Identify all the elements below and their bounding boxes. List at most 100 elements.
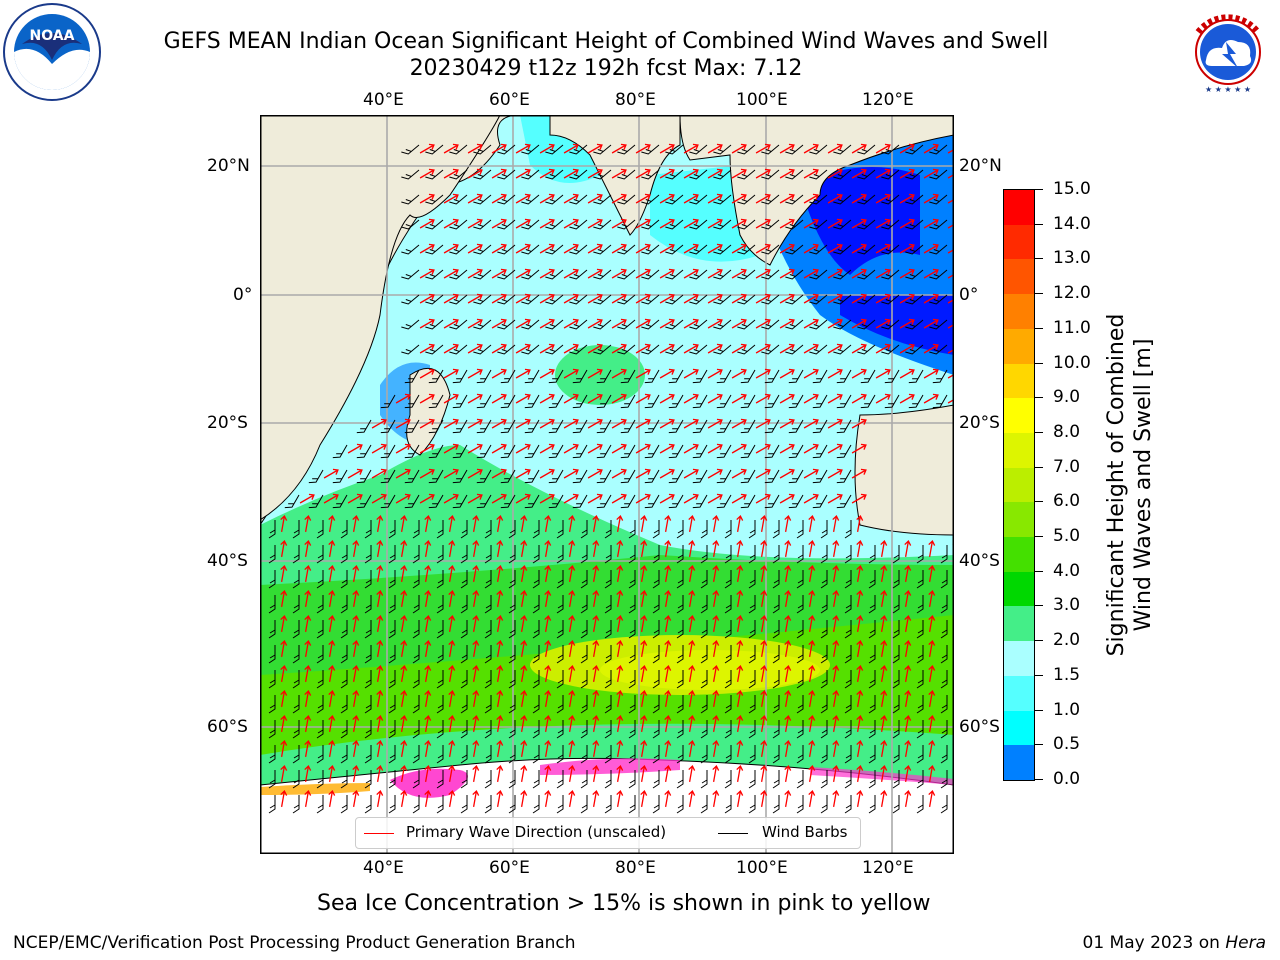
wind-barb bbox=[748, 595, 756, 614]
wind-barb bbox=[508, 520, 516, 539]
wave-arrow bbox=[544, 515, 552, 532]
wave-arrow bbox=[592, 640, 600, 657]
wind-barb bbox=[532, 745, 540, 764]
wave-arrow bbox=[851, 393, 867, 404]
wind-barb bbox=[556, 545, 564, 564]
wind-barb bbox=[641, 244, 660, 255]
wind-barb bbox=[340, 645, 348, 664]
wind-barb bbox=[476, 469, 492, 484]
wave-arrow bbox=[875, 268, 891, 279]
wind-barb bbox=[892, 670, 900, 689]
wind-barb bbox=[569, 219, 588, 230]
wave-arrow bbox=[851, 418, 867, 429]
wind-barb bbox=[388, 720, 396, 739]
wave-arrow bbox=[947, 343, 954, 354]
wind-barb bbox=[644, 369, 660, 384]
wind-barb bbox=[796, 795, 804, 814]
colorbar-tick-mark bbox=[1035, 258, 1043, 260]
wind-barb bbox=[820, 645, 828, 664]
wave-arrow bbox=[731, 193, 747, 204]
wave-arrow bbox=[587, 318, 603, 329]
wind-barb bbox=[593, 144, 612, 155]
wind-barb bbox=[596, 469, 612, 484]
wave-arrow bbox=[904, 790, 912, 807]
wave-arrow bbox=[491, 368, 507, 379]
wave-arrow bbox=[683, 193, 699, 204]
wave-arrow bbox=[539, 343, 555, 354]
wind-barb bbox=[268, 770, 276, 789]
colorbar-tick-label: 10.0 bbox=[1053, 352, 1091, 373]
wind-barb bbox=[700, 670, 708, 689]
wave-arrow bbox=[491, 168, 507, 179]
wave-arrow bbox=[280, 515, 288, 532]
wave-arrow bbox=[856, 590, 864, 607]
wind-barb bbox=[665, 294, 684, 305]
wave-arrow bbox=[856, 740, 864, 757]
wind-barb bbox=[532, 520, 540, 539]
wave-arrow bbox=[760, 715, 768, 732]
wind-barb bbox=[316, 770, 324, 789]
wave-arrow bbox=[472, 740, 480, 757]
wave-arrow bbox=[611, 418, 627, 429]
wave-arrow bbox=[539, 468, 555, 479]
lat-label-left: 20°S bbox=[207, 413, 248, 433]
wave-arrow bbox=[803, 318, 819, 329]
wave-arrow bbox=[611, 218, 627, 229]
wave-arrow bbox=[424, 565, 432, 582]
wave-arrow bbox=[400, 765, 408, 782]
wind-barb bbox=[412, 720, 420, 739]
wave-arrow bbox=[707, 393, 723, 404]
wind-barb bbox=[604, 770, 612, 789]
wind-barb bbox=[521, 219, 540, 230]
wind-barb bbox=[404, 419, 420, 434]
wind-barb bbox=[737, 344, 756, 355]
wind-barb bbox=[796, 670, 804, 689]
wind-barb bbox=[532, 570, 540, 589]
wind-barb bbox=[484, 595, 492, 614]
wave-arrow bbox=[352, 690, 360, 707]
wind-barb bbox=[436, 545, 444, 564]
wave-arrow bbox=[707, 418, 723, 429]
wind-barb bbox=[857, 169, 876, 180]
wind-barb bbox=[556, 595, 564, 614]
wave-arrow bbox=[659, 343, 675, 354]
wind-barb bbox=[593, 244, 612, 255]
wave-arrow bbox=[784, 640, 792, 657]
wind-barb bbox=[772, 695, 780, 714]
wind-barb bbox=[388, 745, 396, 764]
wave-arrow bbox=[611, 468, 627, 479]
wind-barb bbox=[929, 269, 948, 280]
wind-barb bbox=[428, 369, 444, 384]
wind-barb bbox=[748, 645, 756, 664]
wind-barb bbox=[340, 545, 348, 564]
wave-arrow bbox=[880, 715, 888, 732]
wave-arrow bbox=[563, 193, 579, 204]
wave-arrow bbox=[352, 715, 360, 732]
wind-barb bbox=[500, 419, 516, 434]
colorbar-segment bbox=[1004, 224, 1034, 260]
colorbar-tick-mark bbox=[1035, 640, 1043, 642]
wave-arrow bbox=[280, 740, 288, 757]
wind-barb bbox=[604, 670, 612, 689]
wind-barb bbox=[316, 620, 324, 639]
colorbar-segment bbox=[1004, 363, 1034, 399]
wind-barb bbox=[748, 695, 756, 714]
wave-arrow bbox=[856, 790, 864, 807]
wave-arrow bbox=[923, 193, 939, 204]
wind-barb bbox=[905, 319, 924, 330]
wave-arrow bbox=[611, 193, 627, 204]
wave-arrow bbox=[563, 393, 579, 404]
wind-barb bbox=[404, 369, 420, 384]
wind-barb bbox=[340, 720, 348, 739]
wind-barb bbox=[641, 194, 660, 205]
wind-barb bbox=[620, 419, 636, 434]
wave-arrow bbox=[592, 715, 600, 732]
wave-arrow bbox=[664, 515, 672, 532]
wind-barb bbox=[364, 545, 372, 564]
wind-barb bbox=[556, 645, 564, 664]
wind-barb bbox=[676, 695, 684, 714]
wave-arrow bbox=[808, 740, 816, 757]
wind-barb bbox=[436, 595, 444, 614]
wave-arrow bbox=[472, 665, 480, 682]
wave-arrow bbox=[328, 540, 336, 557]
